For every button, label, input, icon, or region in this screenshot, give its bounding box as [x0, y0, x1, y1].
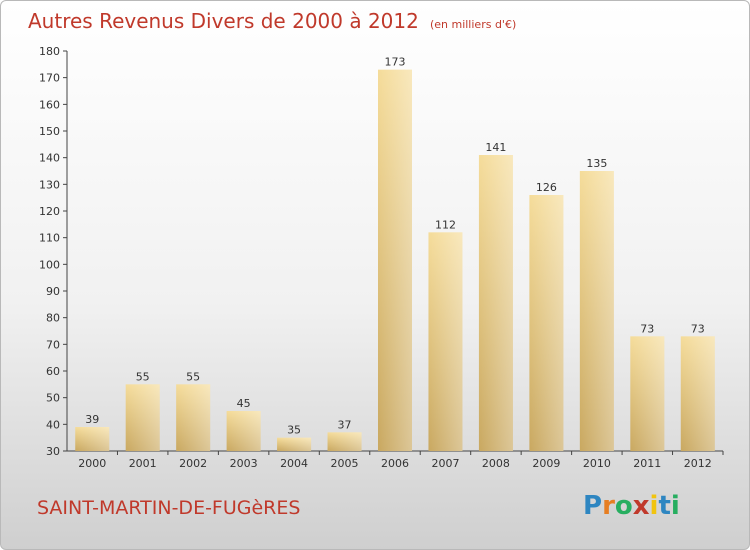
axes: 30 40 50 60 70 80 90 100 110 120 130 140 150 160 170 18… — [39, 45, 724, 458]
chart-title: Autres Revenus Divers de 2000 à 2012 — [28, 9, 419, 33]
data-label: 55 — [136, 370, 150, 383]
y-tick-label: 80 — [46, 312, 60, 325]
data-label: 73 — [691, 322, 705, 335]
y-tick-label: 110 — [39, 232, 60, 245]
chart-title-block: Autres Revenus Divers de 2000 à 2012 (en… — [28, 9, 516, 33]
bar-highlight — [478, 155, 513, 451]
bar-highlight — [630, 336, 665, 451]
data-label: 35 — [287, 424, 301, 437]
data-label: 37 — [338, 418, 352, 431]
x-tick-label: 2000 — [78, 457, 106, 470]
data-label: 73 — [640, 322, 654, 335]
data-label: 112 — [435, 218, 456, 231]
x-tick-label: 2001 — [129, 457, 157, 470]
y-tick-label: 130 — [39, 178, 60, 191]
y-tick-label: 40 — [46, 418, 60, 431]
x-tick-label: 2009 — [532, 457, 560, 470]
bar-highlight — [327, 432, 362, 451]
bar-highlight — [428, 232, 463, 451]
data-label: 39 — [85, 413, 99, 426]
data-label: 55 — [186, 370, 200, 383]
logo-letter: r — [602, 491, 615, 521]
y-tick-label: 180 — [39, 45, 60, 58]
bar-highlight — [176, 384, 211, 451]
logo-letter: t — [658, 491, 671, 521]
logo-letter: i — [670, 491, 680, 521]
y-tick-label: 60 — [46, 365, 60, 378]
y-tick-label: 160 — [39, 98, 60, 111]
logo-letter: o — [614, 491, 633, 521]
labels-group: 39 2000 55 2001 55 2002 45 2003 35 2004 37 2005 173 2… — [78, 56, 712, 470]
x-tick-label: 2008 — [482, 457, 510, 470]
bar-highlight — [529, 195, 564, 451]
x-tick-label: 2012 — [684, 457, 712, 470]
x-tick-label: 2010 — [583, 457, 611, 470]
data-label: 126 — [536, 181, 557, 194]
y-tick-label: 170 — [39, 72, 60, 85]
logo-letter: x — [632, 491, 650, 521]
x-tick-label: 2006 — [381, 457, 409, 470]
proxiti-logo: Proxiti — [583, 491, 680, 521]
logo-letter: P — [583, 491, 603, 521]
y-tick-label: 150 — [39, 125, 60, 138]
x-tick-label: 2004 — [280, 457, 308, 470]
data-label: 173 — [385, 56, 406, 69]
y-tick-label: 30 — [46, 445, 60, 458]
data-label: 45 — [237, 397, 251, 410]
y-tick-label: 70 — [46, 338, 60, 351]
bar-highlight — [378, 69, 412, 452]
x-tick-label: 2002 — [179, 457, 207, 470]
x-tick-label: 2003 — [230, 457, 258, 470]
data-label: 135 — [586, 157, 607, 170]
bar-highlight — [277, 437, 312, 451]
logo-letter: i — [649, 491, 659, 521]
y-tick-label: 120 — [39, 205, 60, 218]
chart-subtitle: (en milliers d'€) — [429, 18, 517, 31]
x-tick-label: 2011 — [633, 457, 661, 470]
bar-highlight — [579, 171, 614, 451]
y-tick-label: 100 — [39, 258, 60, 271]
x-tick-label: 2005 — [331, 457, 359, 470]
y-tick-label: 140 — [39, 152, 60, 165]
bar-highlight — [125, 384, 160, 451]
commune-name: SAINT-MARTIN-DE-FUGèRES — [37, 497, 301, 519]
bar-highlight — [680, 336, 715, 451]
bar-highlight — [226, 411, 261, 451]
y-tick-label: 90 — [46, 285, 60, 298]
bar-highlight — [75, 427, 110, 451]
y-tick-label: 50 — [46, 392, 60, 405]
data-label: 141 — [485, 141, 506, 154]
x-tick-label: 2007 — [431, 457, 459, 470]
bars-group — [75, 69, 715, 452]
